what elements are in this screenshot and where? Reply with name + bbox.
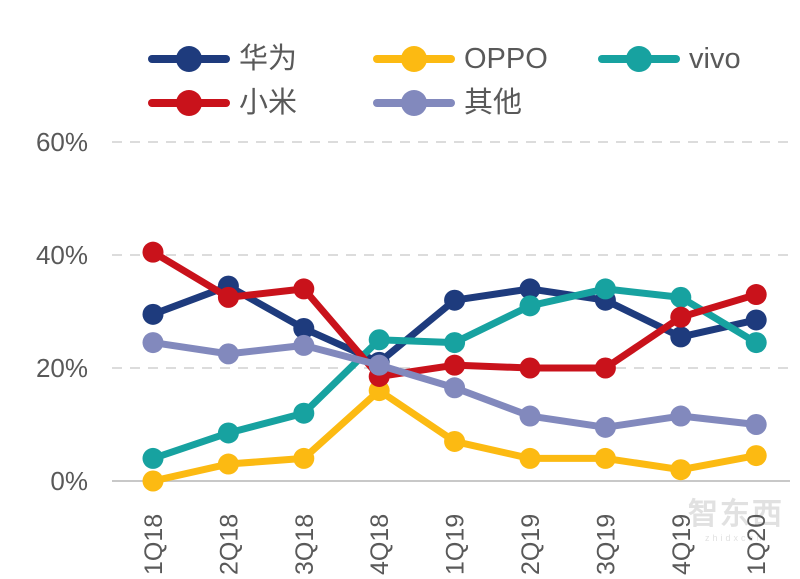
legend-line-marker-icon	[373, 90, 455, 116]
y-tick-label: 0%	[50, 466, 88, 496]
x-tick-label: 1Q18	[140, 514, 168, 575]
data-point-其他-1Q18	[142, 332, 164, 354]
y-tick-label: 40%	[36, 240, 88, 270]
data-point-小米-3Q19	[594, 357, 616, 379]
data-point-vivo-4Q19	[670, 286, 692, 308]
data-point-vivo-2Q19	[519, 295, 541, 317]
legend-line-marker-icon	[148, 90, 230, 116]
legend-item-小米: 小米	[148, 86, 373, 120]
series-小米	[142, 241, 767, 387]
legend-label: 华为	[239, 42, 298, 75]
data-point-小米-2Q19	[519, 357, 541, 379]
data-point-小米-1Q19	[444, 354, 466, 376]
data-point-其他-2Q19	[519, 405, 541, 427]
watermark-logo: 智东西	[688, 498, 784, 531]
series-vivo	[142, 278, 767, 469]
data-point-vivo-3Q19	[594, 278, 616, 300]
x-tick-label: 3Q18	[291, 514, 319, 575]
legend-dot-icon	[401, 90, 427, 116]
data-point-OPPO-3Q18	[293, 447, 315, 469]
data-point-华为-1Q20	[745, 309, 767, 331]
x-tick-label: 1Q20	[743, 514, 771, 575]
legend-dot-icon	[626, 46, 652, 72]
data-point-其他-1Q20	[745, 414, 767, 435]
data-point-小米-1Q18	[142, 241, 164, 263]
x-tick-label: 2Q18	[215, 514, 243, 575]
legend-label: 其他	[464, 86, 523, 119]
watermark-subtext: zhidxcom	[704, 533, 767, 543]
legend-label: OPPO	[464, 42, 548, 75]
data-point-其他-3Q18	[293, 334, 315, 356]
data-point-OPPO-2Q18	[217, 453, 239, 475]
x-tick-label: 3Q19	[592, 514, 620, 575]
y-tick-label: 60%	[36, 127, 88, 157]
legend-dot-icon	[176, 90, 202, 116]
legend-dot-icon	[176, 46, 202, 72]
legend-label: vivo	[689, 42, 741, 75]
data-point-小米-1Q20	[745, 284, 767, 306]
data-point-OPPO-1Q18	[142, 470, 164, 492]
legend-dot-icon	[401, 46, 427, 72]
data-point-vivo-1Q20	[745, 332, 767, 354]
data-point-其他-3Q19	[594, 416, 616, 438]
data-point-vivo-3Q18	[293, 402, 315, 424]
legend-line-marker-icon	[598, 46, 680, 72]
x-tick-label: 1Q19	[442, 514, 470, 575]
x-tick-label: 2Q19	[517, 514, 545, 575]
legend-item-其他: 其他	[373, 86, 598, 120]
series-其他	[142, 332, 767, 438]
x-tick-label: 4Q19	[668, 514, 696, 575]
data-point-vivo-4Q18	[368, 329, 390, 351]
data-point-vivo-2Q18	[217, 422, 239, 444]
data-point-华为-3Q18	[293, 317, 315, 339]
data-point-OPPO-1Q19	[444, 430, 466, 452]
x-tick-label: 4Q18	[366, 514, 394, 575]
legend-label: 小米	[239, 86, 298, 119]
data-point-vivo-1Q18	[142, 447, 164, 469]
legend: 华为 OPPO vivo 小米 其他	[148, 42, 800, 120]
data-point-华为-2Q19	[519, 278, 541, 300]
legend-item-OPPO: OPPO	[373, 42, 598, 76]
data-point-小米-2Q18	[217, 286, 239, 308]
legend-item-华为: 华为	[148, 42, 373, 76]
watermark: 智东西 zhidxcom	[688, 498, 784, 543]
data-point-其他-4Q18	[368, 354, 390, 376]
legend-line-marker-icon	[373, 46, 455, 72]
data-point-其他-2Q18	[217, 343, 239, 365]
data-point-华为-1Q19	[444, 289, 466, 311]
legend-item-vivo: vivo	[598, 42, 800, 76]
data-point-小米-4Q19	[670, 306, 692, 328]
legend-line-marker-icon	[148, 46, 230, 72]
data-point-OPPO-4Q19	[670, 459, 692, 481]
data-point-OPPO-3Q19	[594, 447, 616, 469]
data-point-华为-4Q19	[670, 326, 692, 348]
data-point-其他-4Q19	[670, 405, 692, 427]
data-point-OPPO-1Q20	[745, 445, 767, 467]
data-point-vivo-1Q19	[444, 332, 466, 354]
data-point-华为-1Q18	[142, 303, 164, 325]
data-point-OPPO-2Q19	[519, 447, 541, 469]
data-point-小米-3Q18	[293, 278, 315, 300]
data-point-其他-1Q19	[444, 377, 466, 399]
y-tick-label: 20%	[36, 353, 88, 383]
